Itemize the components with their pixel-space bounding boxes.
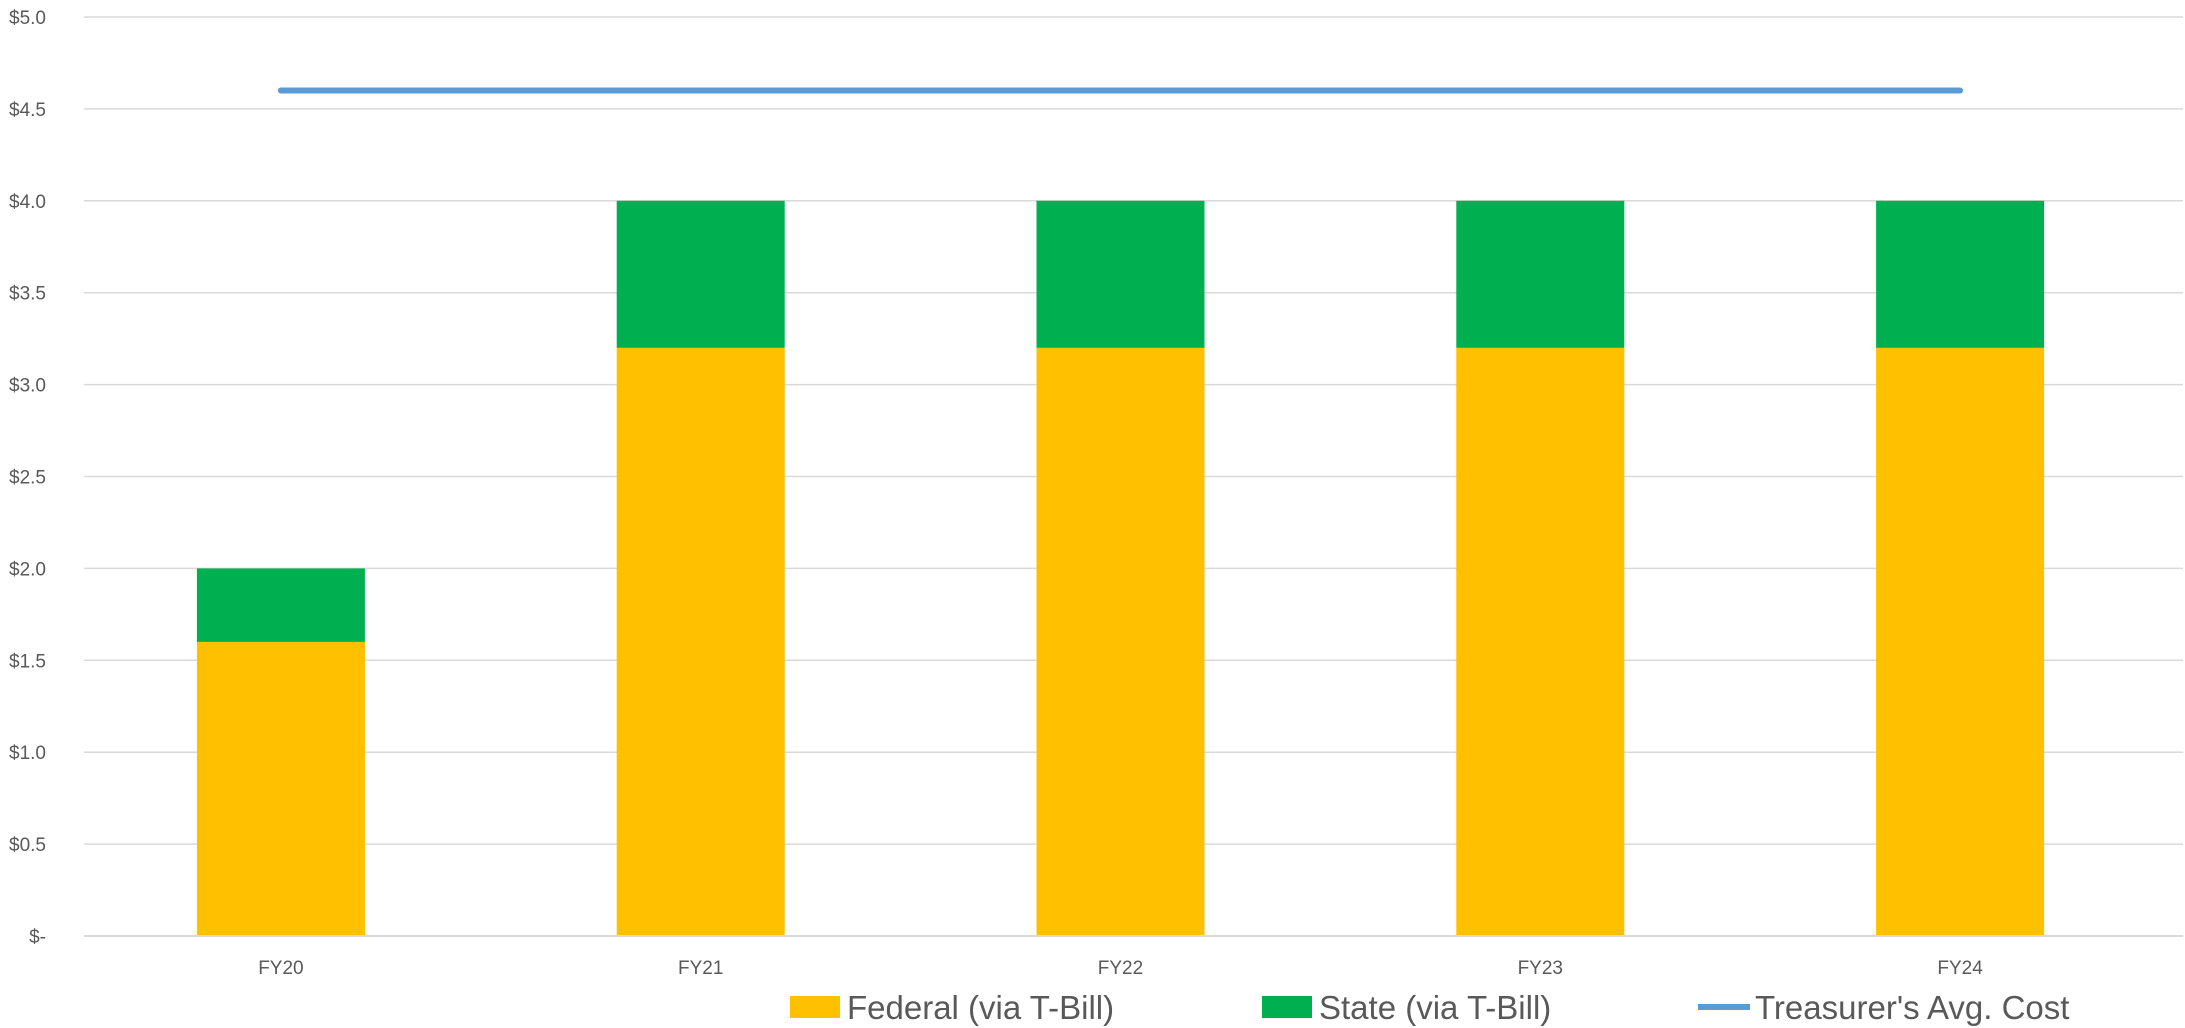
bar-segment bbox=[1876, 200, 2045, 348]
legend-swatch bbox=[1262, 996, 1312, 1018]
bars bbox=[196, 200, 2045, 937]
x-tick-label: FY23 bbox=[1518, 958, 1563, 979]
bar-segment bbox=[196, 568, 365, 642]
y-axis: $- $0.5 $1.0 $1.5 $2.0 $2.5 $3.0 $3.5 $4.0 $4.5 $5… bbox=[9, 8, 46, 948]
y-tick-label: $3.0 bbox=[9, 376, 46, 397]
y-tick-label: $0.5 bbox=[9, 835, 46, 856]
y-tick-label: $2.5 bbox=[9, 468, 46, 489]
y-tick-label: $- bbox=[29, 927, 46, 948]
y-tick-label: $1.5 bbox=[9, 651, 46, 672]
legend-label: Federal (via T-Bill) bbox=[847, 989, 1114, 1026]
x-tick-label: FY24 bbox=[1937, 958, 1983, 979]
y-tick-label: $4.5 bbox=[9, 100, 46, 121]
bar-segment bbox=[196, 641, 365, 936]
x-tick-label: FY20 bbox=[258, 958, 303, 979]
x-tick-label: FY22 bbox=[1098, 958, 1143, 979]
bar-segment bbox=[1456, 347, 1625, 937]
x-tick-label: FY21 bbox=[678, 958, 723, 979]
bar-segment bbox=[1456, 200, 1625, 348]
bar-segment bbox=[616, 200, 785, 348]
x-axis: FY20 FY21 FY22 FY23 FY24 bbox=[84, 935, 2183, 979]
y-tick-label: $2.0 bbox=[9, 559, 46, 580]
legend: Federal (via T-Bill) State (via T-Bill) Tr… bbox=[790, 989, 2069, 1026]
y-tick-label: $4.0 bbox=[9, 192, 46, 213]
legend-label: State (via T-Bill) bbox=[1319, 989, 1551, 1026]
y-tick-label: $1.0 bbox=[9, 743, 46, 764]
bar-segment bbox=[616, 347, 785, 937]
bar-segment bbox=[1036, 200, 1205, 348]
bar-segment bbox=[1036, 347, 1205, 937]
y-tick-label: $5.0 bbox=[9, 8, 46, 29]
y-tick-label: $3.5 bbox=[9, 284, 46, 305]
bar-segment bbox=[1876, 347, 2045, 937]
legend-swatch bbox=[790, 996, 840, 1018]
legend-label: Treasurer's Avg. Cost bbox=[1755, 989, 2069, 1026]
